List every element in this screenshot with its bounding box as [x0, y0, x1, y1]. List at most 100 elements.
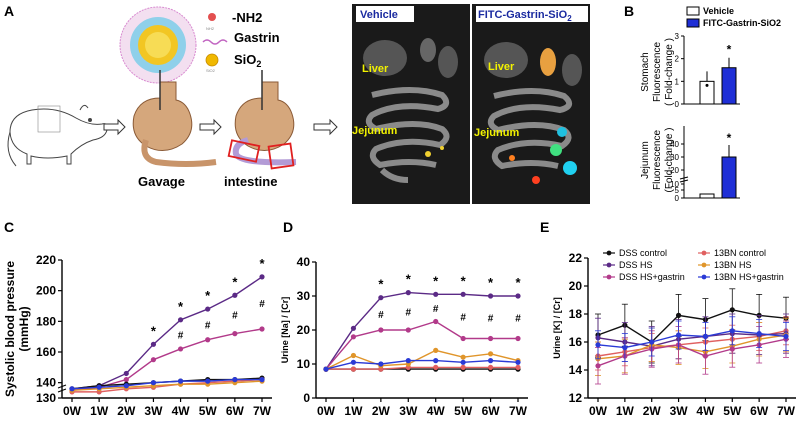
panel-d-letter: D — [283, 219, 293, 235]
data-point — [729, 328, 735, 334]
data-point — [487, 358, 494, 364]
svg-text:( Fold-change ): ( Fold-change ) — [664, 38, 675, 106]
series-line — [325, 291, 518, 370]
nh2-small-label: NH2 — [206, 26, 215, 31]
data-point — [177, 346, 184, 352]
jejunum-y-tick-label: 40 — [670, 140, 679, 149]
significance-hash: # — [178, 330, 184, 341]
x-tick-label: 6W — [226, 404, 245, 418]
legend-marker — [606, 274, 612, 280]
data-point — [515, 293, 521, 299]
data-point — [232, 292, 238, 298]
data-point — [123, 370, 129, 377]
jejunum-bar-fitc — [721, 156, 737, 199]
x-tick-label: 2W — [117, 404, 136, 418]
y-tick-label: 20 — [569, 279, 583, 293]
data-point — [123, 377, 129, 383]
data-point — [177, 317, 184, 323]
significance-hash: # — [433, 304, 439, 315]
significance-hash: # — [259, 299, 265, 310]
significance-hash: # — [205, 320, 211, 331]
data-point — [460, 359, 466, 365]
legend-label: 13BN HS+gastrin — [714, 272, 784, 282]
y-tick-label: 18 — [569, 307, 583, 321]
series-line — [71, 378, 262, 390]
y-axis-label: Systolic blood pressure — [3, 261, 17, 397]
series-line — [71, 276, 263, 390]
x-tick-label: 1W — [344, 404, 363, 418]
stomach-icon — [132, 70, 217, 167]
series-line — [597, 330, 787, 357]
y-tick-label: 220 — [36, 253, 56, 267]
legend-marker — [701, 262, 707, 268]
series-line — [597, 330, 787, 349]
series-line — [325, 320, 518, 370]
data-point — [259, 377, 265, 383]
x-tick-label: 4W — [696, 404, 715, 418]
y-axis-label: (mmHg) — [17, 306, 31, 351]
data-point — [350, 334, 357, 340]
data-point — [405, 290, 411, 296]
y-tick-label: 200 — [36, 284, 56, 298]
svg-text:Jejunum: Jejunum — [640, 141, 651, 179]
data-point — [515, 364, 521, 370]
gastrin-icon — [202, 39, 228, 45]
data-point — [150, 341, 157, 347]
data-point — [487, 351, 494, 357]
data-point — [205, 378, 211, 384]
series-line — [326, 366, 518, 370]
significance-hash: # — [515, 313, 521, 324]
y-tick-label: 10 — [297, 357, 311, 371]
stomach-y-tick-label: 2 — [675, 55, 680, 64]
data-point — [350, 359, 357, 365]
data-point — [702, 353, 709, 359]
jejunum-label-2: Jejunum — [474, 127, 519, 139]
legend-label: DSS HS+gastrin — [619, 272, 685, 282]
significance-hash: # — [232, 310, 238, 321]
axis-break — [57, 384, 67, 389]
jejunum-axis-break — [679, 176, 689, 180]
legend-label: 13BN HS — [714, 260, 752, 270]
data-point — [460, 335, 466, 342]
series-line — [597, 309, 787, 343]
gastrin-label: Gastrin — [234, 30, 280, 45]
data-point — [433, 364, 439, 370]
intestine-icon — [227, 70, 297, 170]
significance-star: * — [433, 273, 439, 288]
jejunum-y-label: Jejunum Fluorescence (Fold-change ) — [640, 127, 675, 192]
y-tick-label: 20 — [297, 323, 311, 337]
data-point — [150, 357, 157, 363]
data-point — [350, 325, 357, 331]
svg-text:FITC-Gastrin-SiO2: FITC-Gastrin-SiO2 — [478, 9, 572, 23]
x-tick-label: 7W — [509, 404, 528, 418]
significance-hash: # — [460, 312, 466, 323]
x-tick-label: 2W — [372, 404, 391, 418]
sio2-label: SiO — [234, 52, 256, 67]
jejunum-axis-break — [679, 179, 689, 183]
data-point — [378, 361, 384, 367]
fitc-title: FITC-Gastrin-SiO — [478, 9, 568, 21]
y-tick-label: 130 — [36, 391, 56, 405]
jejunum-label: Jejunum — [352, 125, 397, 137]
svg-text:SiO2: SiO2 — [234, 52, 261, 69]
x-tick-label: 5W — [454, 404, 473, 418]
legend-swatch-vehicle — [686, 6, 700, 16]
panel-e-letter: E — [540, 219, 549, 235]
significance-hash: # — [406, 307, 412, 318]
arrow-icon — [199, 118, 222, 136]
x-tick-label: 3W — [399, 404, 418, 418]
svg-text:Fluorescence: Fluorescence — [652, 130, 663, 190]
data-point — [729, 307, 735, 313]
x-tick-label: 7W — [777, 404, 796, 418]
data-point — [259, 274, 265, 280]
jejunum-y-tick-label: 10 — [670, 180, 679, 189]
data-point — [350, 352, 357, 359]
data-point — [622, 345, 628, 351]
y-tick-label: 12 — [569, 391, 583, 405]
svg-text:Fluorescence: Fluorescence — [652, 42, 663, 102]
y-axis-label: Urine [Na] / [Cr] — [280, 297, 290, 364]
data-point — [595, 363, 601, 369]
legend-label: DSS HS — [619, 260, 653, 270]
y-tick-label: 40 — [297, 255, 311, 269]
data-point — [487, 335, 494, 342]
